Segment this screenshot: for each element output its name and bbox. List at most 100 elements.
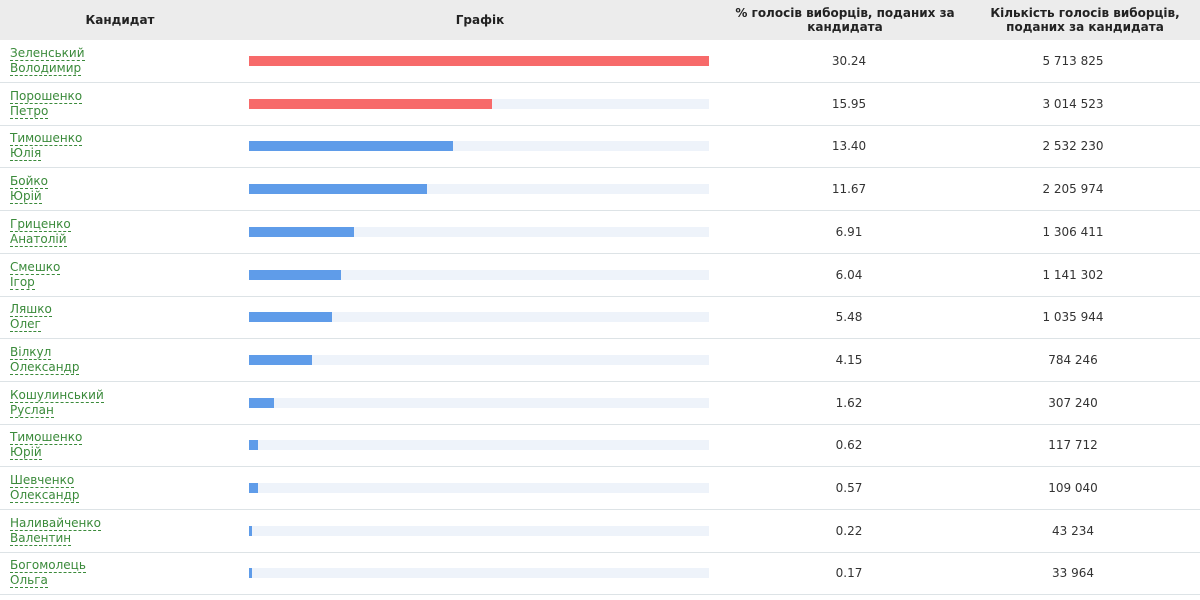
votes-cell: 3 014 523 [1042,96,1104,111]
bar-track [249,525,709,536]
candidate-link[interactable]: Богомолець Ольга [10,558,86,589]
bar-track [249,354,709,365]
candidate-surname[interactable]: Богомолець [10,558,86,574]
candidate-surname[interactable]: Тимошенко [10,430,83,446]
candidate-link[interactable]: Тимошенко Юрій [10,430,83,461]
candidate-link[interactable]: Шевченко Олександр [10,473,80,503]
candidate-surname[interactable]: Порошенко [10,88,83,104]
percent-cell: 5.48 [835,310,863,325]
candidate-surname[interactable]: Тимошенко [10,131,83,147]
candidate-link[interactable]: Тимошенко Юлія [10,131,83,162]
bar [249,226,355,237]
votes-cell: 1 141 302 [1042,267,1104,282]
table-row: Зеленський Володимир 30.24 5 713 825 [0,40,1200,83]
candidate-surname[interactable]: Зеленський [10,46,85,61]
bar-track [249,184,709,195]
candidate-first-name[interactable]: Олександр [10,359,80,375]
table-row: Тимошенко Юрій 0.62 117 712 [0,424,1200,468]
table-row: Бойко Юрій 11.67 2 205 974 [0,168,1200,212]
percent-cell: 0.57 [835,481,863,495]
candidate-first-name[interactable]: Ігор [10,274,35,290]
candidate-surname[interactable]: Гриценко [10,216,71,232]
candidate-first-name[interactable]: Петро [10,103,49,119]
candidate-first-name[interactable]: Валентин [10,530,72,546]
candidate-link[interactable]: Ляшко Олег [10,302,52,333]
votes-cell: 5 713 825 [1042,54,1104,68]
header-votes: Кількість голосів виборців, поданих за к… [970,0,1200,40]
candidate-surname[interactable]: Шевченко [10,473,75,488]
votes-cell: 43 234 [1052,523,1094,538]
bar [249,312,333,323]
percent-cell: 4.15 [835,352,863,367]
bar-track [249,269,709,280]
candidate-link[interactable]: Вілкул Олександр [10,344,80,375]
candidate-first-name[interactable]: Юлія [10,146,42,162]
bar-track [249,568,709,579]
candidate-link[interactable]: Кошулинський Руслан [10,388,104,418]
candidate-surname[interactable]: Смешко [10,259,61,275]
bar [249,269,341,280]
candidate-link[interactable]: Зеленський Володимир [10,46,85,76]
bar [249,56,709,66]
table-row: Богомолець Ольга 0.17 33 964 [0,552,1200,596]
candidate-link[interactable]: Наливайченко Валентин [10,516,101,546]
candidate-surname[interactable]: Бойко [10,174,48,190]
candidate-surname[interactable]: Кошулинський [10,387,104,403]
bar [249,184,427,195]
percent-cell: 6.04 [835,267,863,282]
votes-cell: 117 712 [1048,438,1098,453]
bar [249,98,492,109]
candidate-link[interactable]: Гриценко Анатолій [10,217,71,247]
votes-cell: 1 306 411 [1042,224,1104,239]
bar [249,354,313,365]
bar [249,397,274,408]
candidate-surname[interactable]: Ляшко [10,302,52,318]
bar [249,483,258,493]
candidate-link[interactable]: Порошенко Петро [10,88,83,119]
bar-track [249,397,709,408]
bar-track [249,56,709,66]
bar-track [249,483,709,493]
percent-cell: 11.67 [831,182,867,197]
table-row: Вілкул Олександр 4.15 784 246 [0,339,1200,382]
percent-cell: 0.17 [835,566,863,581]
votes-cell: 1 035 944 [1042,310,1104,325]
candidate-link[interactable]: Смешко Ігор [10,259,61,290]
percent-cell: 6.91 [835,224,863,239]
table-row: Тимошенко Юлія 13.40 2 532 230 [0,125,1200,169]
table-row: Гриценко Анатолій 6.91 1 306 411 [0,211,1200,254]
percent-cell: 30.24 [831,54,867,68]
candidate-first-name[interactable]: Юрій [10,189,42,205]
header-graph: Графік [240,0,720,40]
votes-cell: 307 240 [1048,395,1098,410]
candidate-first-name[interactable]: Ольга [10,573,48,589]
candidate-first-name[interactable]: Руслан [10,402,54,418]
bar-track [249,141,709,152]
candidate-first-name[interactable]: Юрій [10,445,42,461]
header-percent: % голосів виборців, поданих за кандидата [720,0,970,40]
candidate-surname[interactable]: Наливайченко [10,515,101,531]
bar [249,440,259,451]
percent-cell: 1.62 [835,395,863,410]
votes-cell: 2 532 230 [1042,139,1104,154]
candidate-surname[interactable]: Вілкул [10,344,52,360]
percent-cell: 0.22 [835,523,863,538]
candidate-first-name[interactable]: Анатолій [10,231,67,247]
votes-cell: 33 964 [1052,566,1094,581]
percent-cell: 15.95 [831,96,867,111]
table-row: Ляшко Олег 5.48 1 035 944 [0,296,1200,340]
header-candidate: Кандидат [0,0,240,40]
table-row: Кошулинський Руслан 1.62 307 240 [0,382,1200,425]
candidate-first-name[interactable]: Олександр [10,488,80,503]
candidate-first-name[interactable]: Олег [10,317,41,333]
candidate-first-name[interactable]: Володимир [10,61,82,76]
bar [249,525,253,536]
bar [249,141,453,152]
bar [249,568,252,579]
bar-track [249,312,709,323]
votes-cell: 784 246 [1048,352,1098,367]
percent-cell: 0.62 [835,438,863,453]
candidate-link[interactable]: Бойко Юрій [10,174,48,205]
bar-track [249,226,709,237]
